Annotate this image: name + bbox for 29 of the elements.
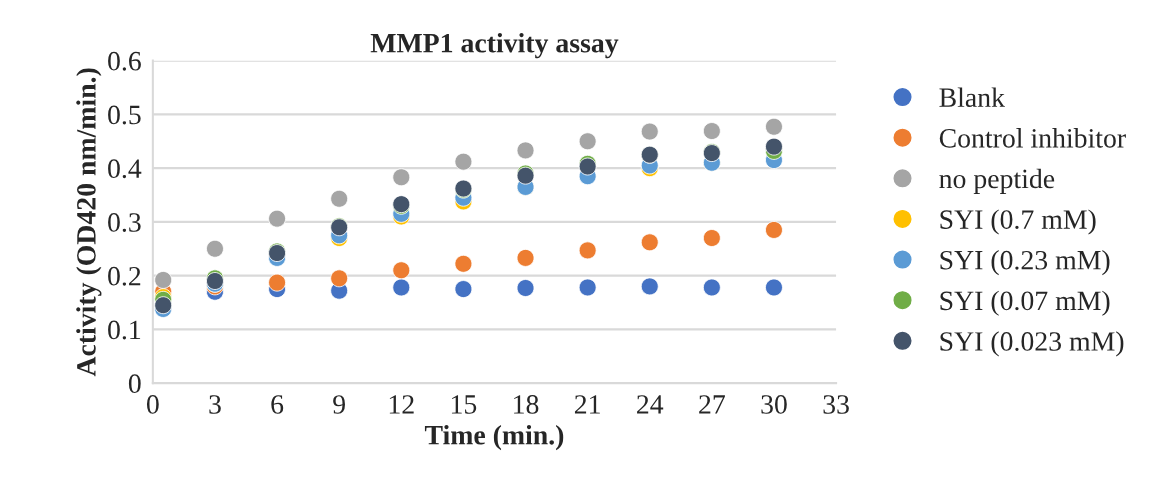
x-tick-label: 6: [271, 395, 284, 414]
y-tick-label: 0.4: [108, 159, 142, 179]
y-tick-label: 0: [128, 374, 141, 394]
y-axis-title: Activity (OD420 nm/min.): [76, 68, 102, 377]
y-tick-label: 0.6: [108, 51, 141, 71]
x-tick-label: 9: [333, 395, 345, 414]
x-tick-label: 12: [389, 395, 414, 414]
y-tick-label: 0.5: [108, 105, 141, 125]
x-tick-label: 3: [209, 395, 221, 414]
y-tick-label: 0.2: [108, 266, 141, 286]
legend-label: Control inhibitor: [939, 128, 1126, 148]
x-tick-label: 27: [699, 395, 725, 414]
legend-label: SYI (0.07 mM): [940, 290, 1110, 316]
x-tick-label: 21: [574, 395, 600, 414]
chart-title: MMP1 activity assay: [370, 33, 619, 59]
legend-label: Blank: [939, 87, 1005, 108]
x-tick-label: 24: [637, 395, 664, 414]
legend-label: SYI (0.23 mM): [940, 250, 1110, 276]
x-tick-label: 15: [451, 395, 477, 414]
x-axis-title: Time (min.): [424, 425, 564, 451]
legend-label: SYI (0.023 mM): [940, 331, 1124, 357]
y-tick-label: 0.1: [108, 320, 141, 340]
legend-label: SYI (0.7 mM): [940, 209, 1096, 235]
x-tick-label: 30: [761, 395, 787, 414]
x-tick-label: 33: [823, 395, 849, 414]
y-tick-label: 0.3: [108, 213, 141, 232]
x-tick-label: 18: [514, 395, 539, 414]
x-tick-label: 0: [146, 395, 159, 414]
legend-label: no peptide: [939, 168, 1055, 194]
